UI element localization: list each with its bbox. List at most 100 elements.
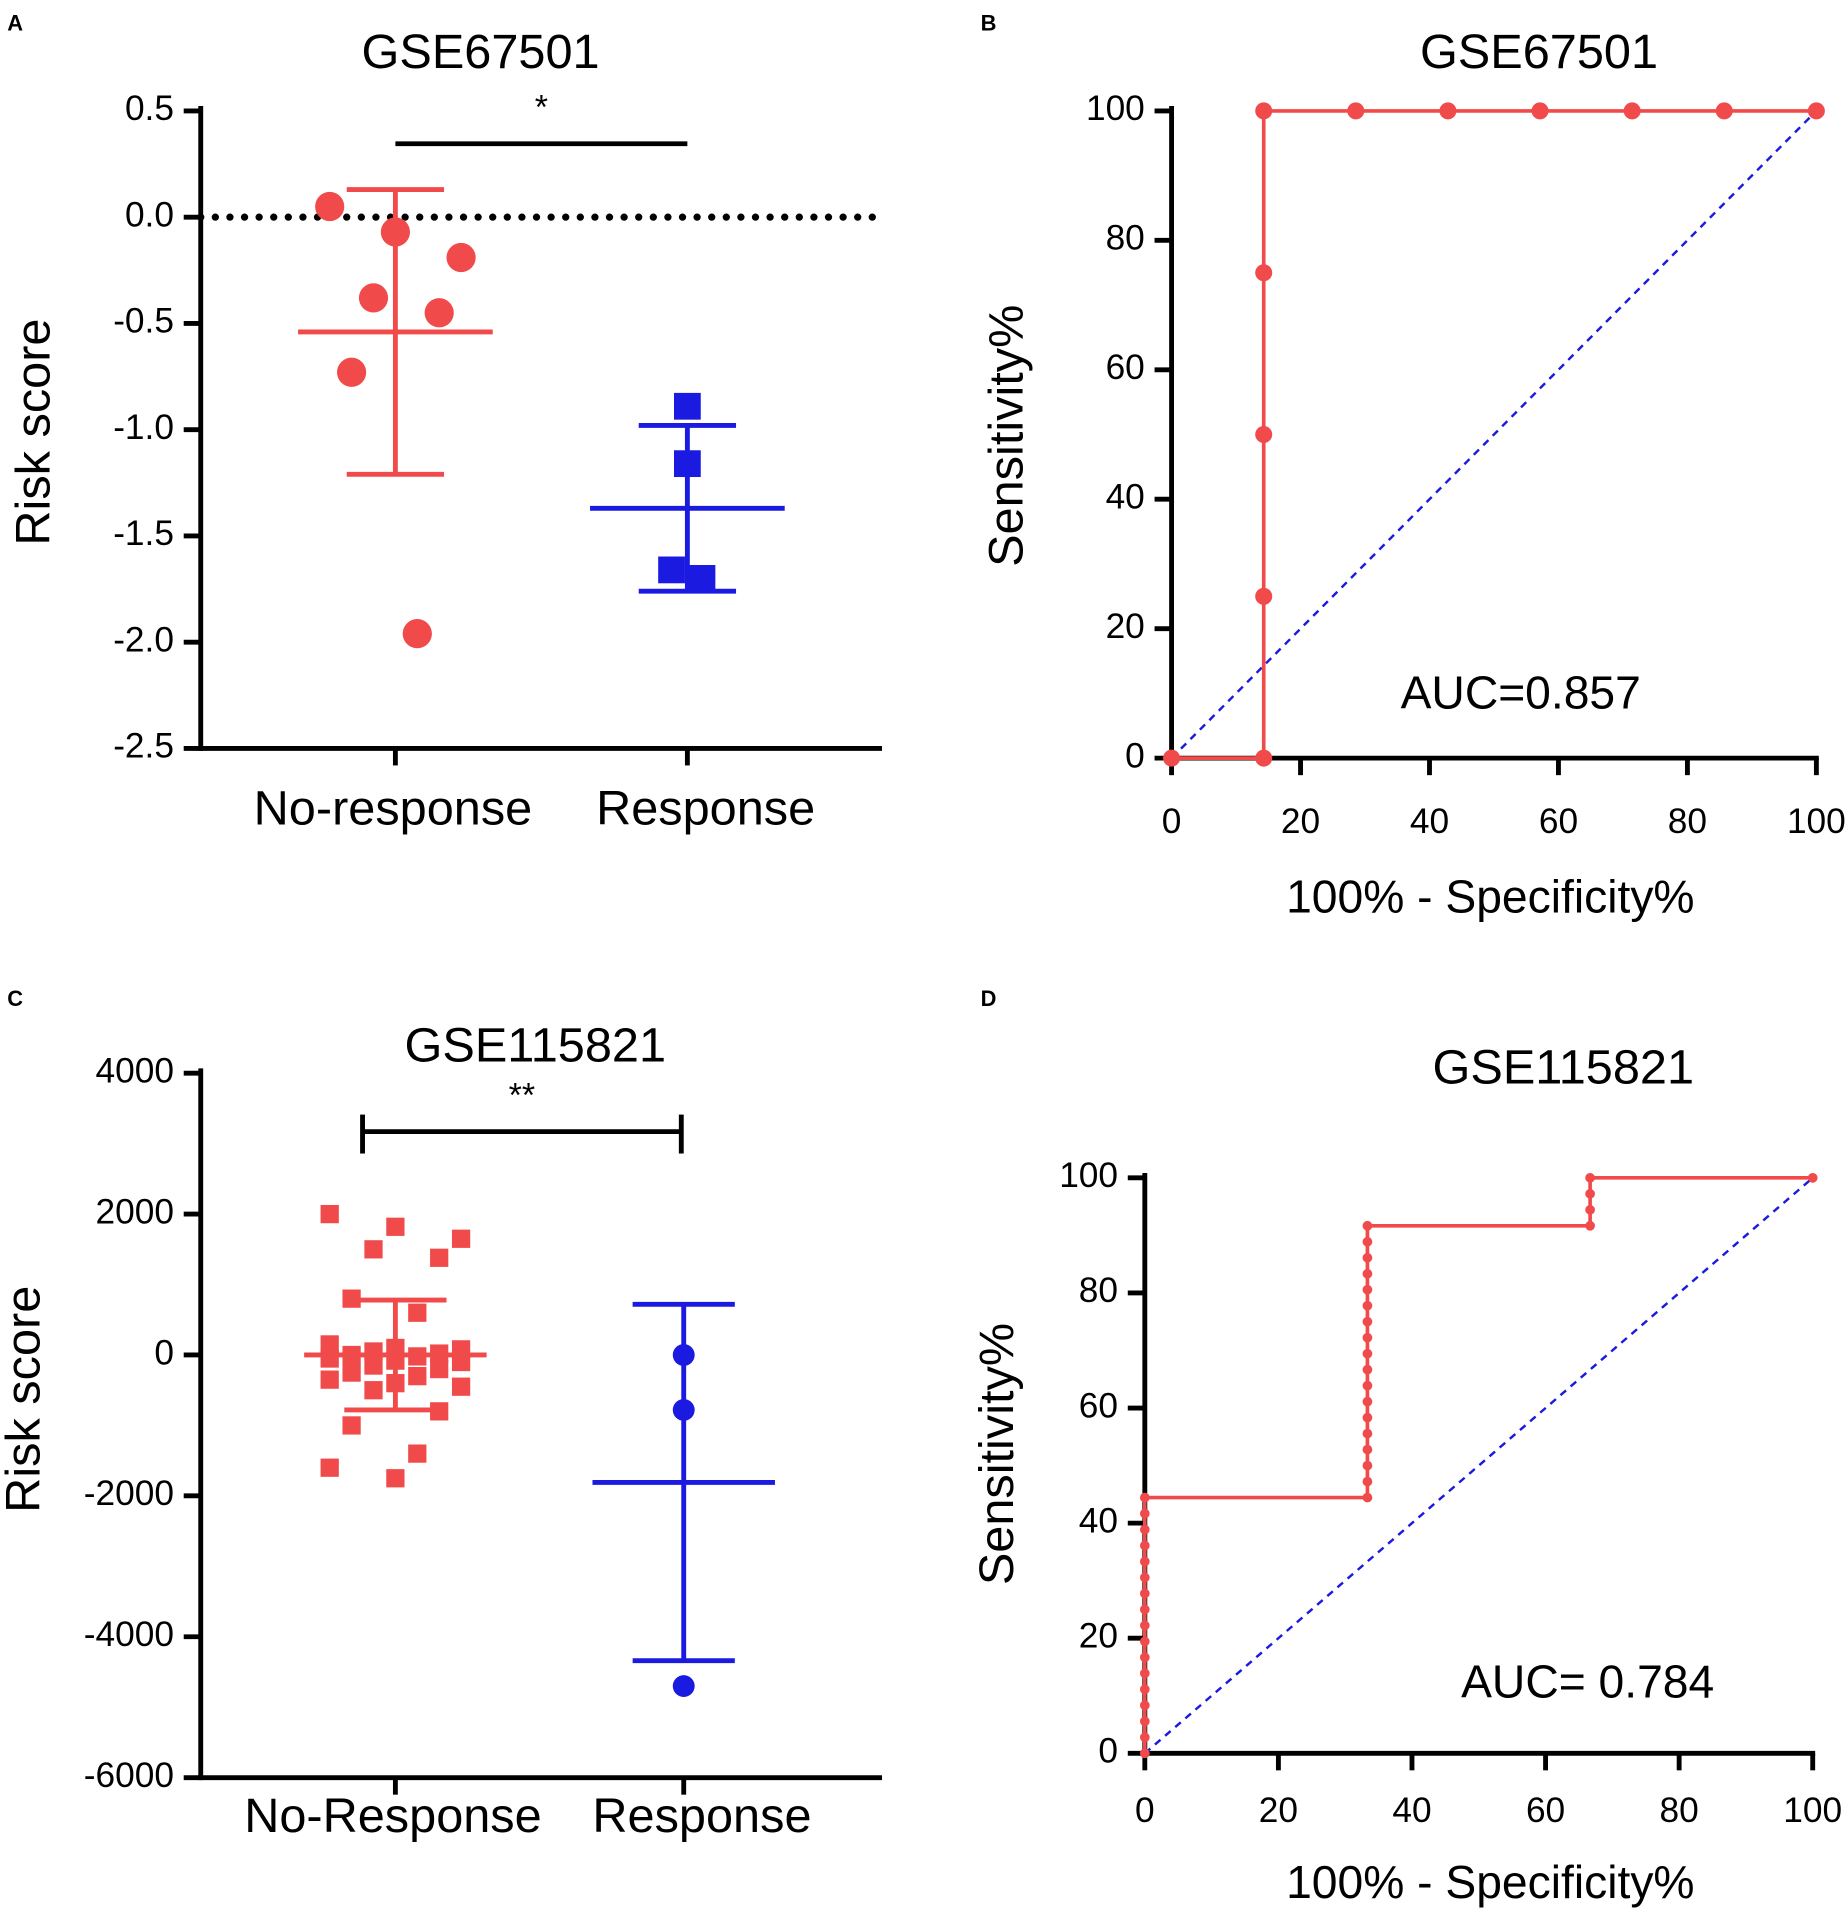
roc-point (1139, 1556, 1150, 1567)
point (688, 565, 716, 592)
roc-curve (1171, 109, 1817, 760)
roc-point (1362, 1428, 1373, 1439)
roc-point (1807, 1172, 1818, 1183)
significance-label: ** (509, 1077, 535, 1115)
y-tick-label: 2000 (96, 1192, 174, 1231)
roc-point (1362, 1492, 1373, 1503)
point (451, 1352, 471, 1372)
panel-label: A (7, 10, 23, 35)
roc-point (1139, 1668, 1150, 1679)
y-axis-label: Risk score (0, 1286, 51, 1513)
roc-point (1139, 1524, 1150, 1535)
point (342, 1416, 361, 1435)
roc-point (1362, 1220, 1373, 1231)
annotation: AUC=0.857 (1401, 666, 1641, 718)
roc-point (1139, 1652, 1150, 1663)
y-axis-label: Sensitivity% (980, 305, 1034, 567)
x-tick-label: 20 (1259, 1791, 1298, 1830)
roc-point (1139, 1572, 1150, 1583)
roc-point (1139, 1508, 1150, 1519)
point (336, 357, 367, 387)
x-tick-label: Response (596, 782, 815, 836)
point (320, 1458, 339, 1477)
x-tick-label: No-Response (244, 1789, 542, 1843)
x-tick-label: 80 (1660, 1791, 1699, 1830)
y-tick-label: 0 (1098, 1732, 1118, 1771)
panel-label: B (981, 10, 997, 35)
y-tick-label: 100 (1059, 1156, 1118, 1195)
significance-label: * (535, 89, 548, 127)
point (408, 1303, 427, 1322)
point (673, 392, 701, 420)
roc-point (1623, 102, 1641, 120)
roc-point (1347, 102, 1365, 120)
y-tick-label: 4000 (96, 1052, 174, 1091)
roc-point (1139, 1636, 1150, 1647)
roc-point (1255, 102, 1273, 120)
x-tick-label: 20 (1281, 802, 1320, 841)
roc-point (1139, 1588, 1150, 1599)
panel-label: C (7, 986, 23, 1011)
x-tick-label: 0 (1135, 1791, 1155, 1830)
roc-point (1585, 1204, 1595, 1215)
x-tick-label: 100 (1787, 802, 1846, 841)
point (320, 1370, 339, 1389)
roc-point (1715, 102, 1733, 120)
point (358, 283, 389, 313)
roc-point (1139, 1716, 1150, 1727)
y-axis-label: Sensitivity% (970, 1323, 1024, 1585)
roc-point (1439, 102, 1457, 120)
chart-title: GSE67501 (1420, 25, 1658, 79)
roc-point (1362, 1268, 1373, 1279)
y-tick-label: 0.0 (125, 195, 174, 234)
x-tick-label: 40 (1410, 802, 1449, 841)
roc-point (1362, 1380, 1373, 1391)
roc-point (1362, 1444, 1373, 1455)
point (364, 1356, 383, 1375)
point (446, 242, 476, 273)
x-tick-label: No-response (254, 782, 533, 836)
roc-point (1362, 1332, 1373, 1343)
diagonal (1170, 110, 1818, 759)
point (451, 1377, 471, 1396)
chart-title: GSE115821 (1433, 1041, 1695, 1095)
x-tick-label: Response (592, 1789, 811, 1843)
roc-point (1362, 1476, 1373, 1487)
y-tick-label: 0 (154, 1333, 174, 1372)
point (386, 1469, 405, 1488)
y-axis-label: Risk score (6, 319, 60, 546)
point (364, 1381, 383, 1400)
point (451, 1229, 471, 1248)
roc-point (1807, 102, 1825, 120)
roc-point (1362, 1412, 1373, 1423)
x-tick-label: 80 (1668, 802, 1707, 841)
point (320, 1335, 339, 1354)
y-tick-label: 20 (1079, 1617, 1118, 1656)
y-tick-label: 80 (1106, 219, 1145, 258)
point (430, 1248, 449, 1267)
roc-point (1139, 1700, 1150, 1711)
point (342, 1363, 361, 1382)
y-tick-label: 60 (1106, 348, 1145, 387)
roc-point (1139, 1732, 1150, 1743)
point (424, 298, 454, 328)
y-tick-label: -4000 (84, 1615, 174, 1654)
roc-point (1139, 1604, 1150, 1615)
roc-point (1531, 102, 1549, 120)
roc-point (1255, 426, 1273, 444)
x-tick-label: 60 (1539, 802, 1578, 841)
roc-point (1163, 749, 1181, 767)
point (672, 1675, 695, 1698)
x-axis-label: 100% - Specificity% (1286, 1856, 1694, 1908)
roc-point (1362, 1316, 1373, 1327)
roc-point (1362, 1300, 1373, 1311)
point (402, 619, 432, 649)
panel-label: D (981, 986, 997, 1011)
point (320, 1349, 339, 1368)
roc-point (1585, 1220, 1595, 1231)
y-tick-label: -6000 (84, 1756, 174, 1795)
roc-point (1362, 1348, 1373, 1359)
roc-point (1139, 1748, 1150, 1759)
point (364, 1240, 383, 1259)
